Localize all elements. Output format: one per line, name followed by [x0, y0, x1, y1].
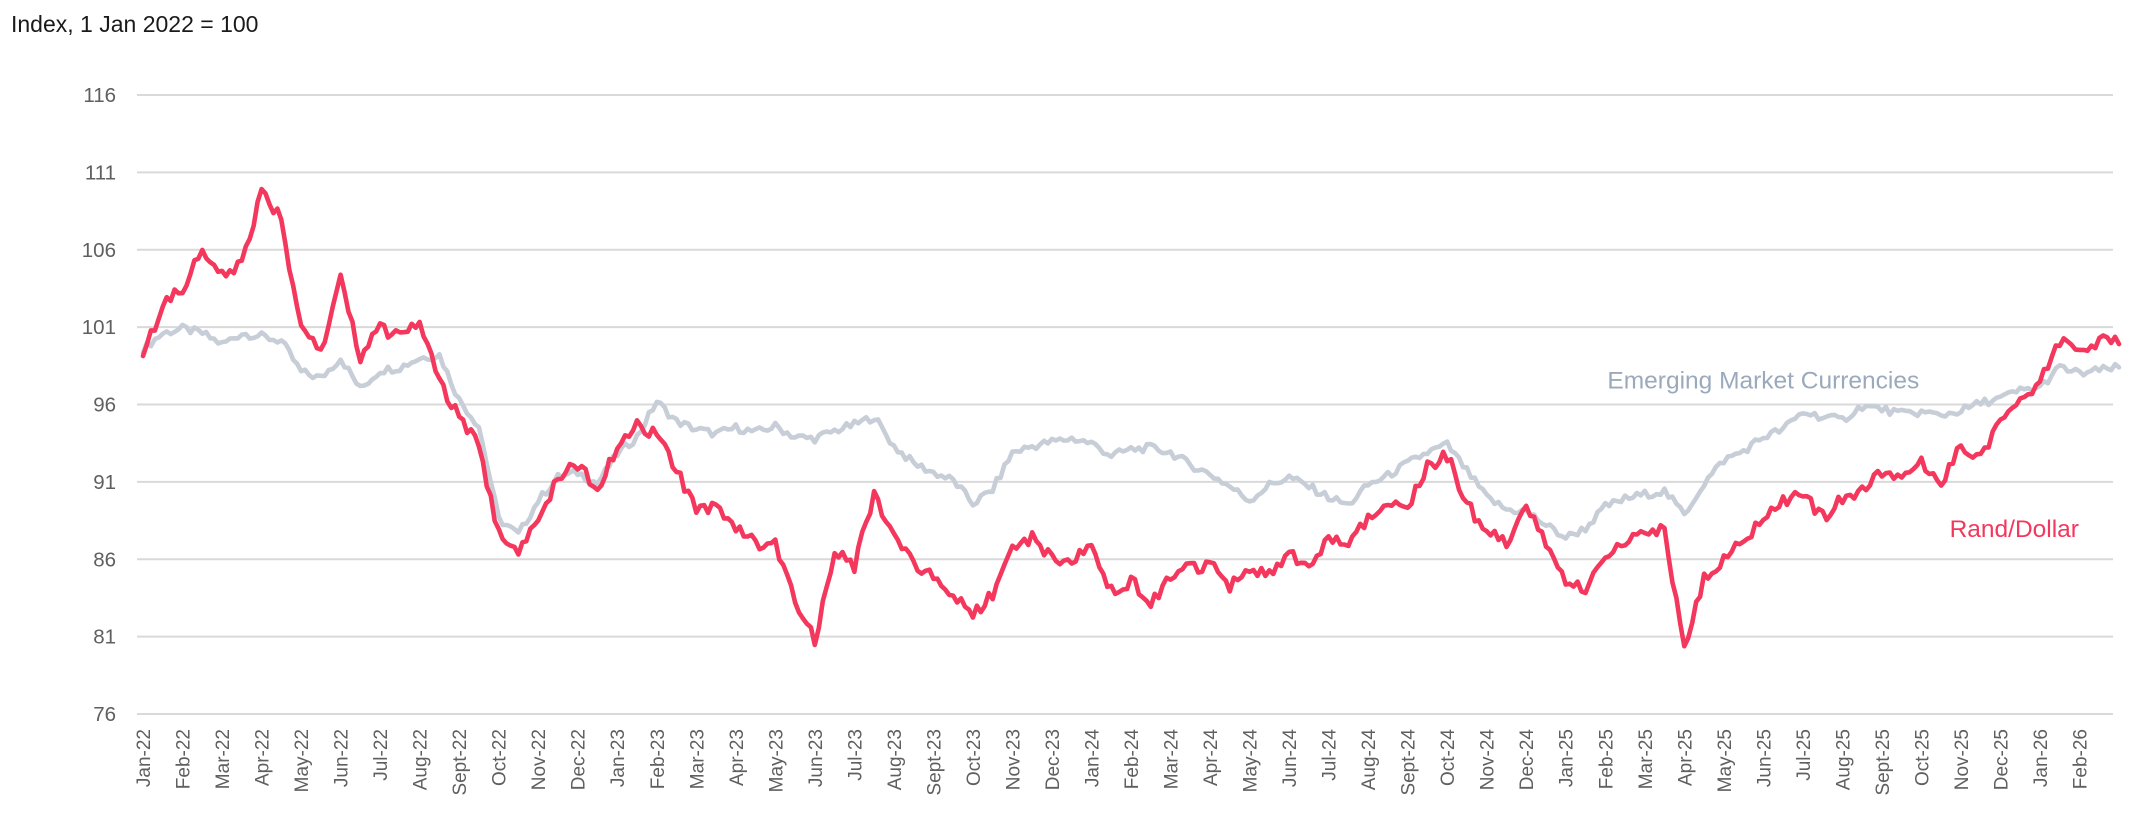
x-tick-label: Mar-22: [213, 729, 234, 789]
x-tick-label: Sept-24: [1399, 729, 1420, 796]
x-tick-label: May-23: [766, 729, 787, 792]
rand-dollar-label: Rand/Dollar: [1950, 516, 2079, 543]
y-tick-label: 96: [93, 394, 116, 417]
x-tick-label: Jun-23: [806, 729, 827, 787]
x-tick-label: Feb-24: [1122, 729, 1143, 790]
x-tick-label: Jan-25: [1557, 729, 1578, 787]
y-tick-label: 76: [93, 703, 116, 726]
x-tick-label: Mar-25: [1636, 729, 1657, 789]
x-tick-label: Aug-24: [1359, 729, 1380, 791]
x-tick-label: Dec-25: [1991, 729, 2012, 790]
emerging-market-currencies-label: Emerging Market Currencies: [1607, 368, 1919, 395]
x-tick-label: Aug-25: [1833, 729, 1854, 790]
x-tick-label: Mar-23: [687, 729, 708, 789]
x-tick-label: Sept-22: [450, 729, 471, 796]
x-tick-label: May-25: [1715, 729, 1736, 792]
y-tick-label: 116: [83, 84, 116, 107]
y-tick-label: 111: [85, 161, 116, 184]
x-tick-label: Dec-24: [1517, 729, 1538, 791]
x-tick-label: Nov-24: [1478, 729, 1499, 791]
x-tick-label: Dec-23: [1043, 729, 1064, 790]
x-tick-label: Oct-23: [964, 729, 985, 786]
x-tick-label: Jul-23: [845, 729, 866, 781]
y-tick-label: 106: [82, 239, 116, 262]
x-tick-label: Oct-22: [490, 729, 511, 786]
x-tick-label: Jul-25: [1794, 729, 1815, 781]
x-tick-label: Aug-22: [411, 729, 432, 790]
x-tick-label: Sept-23: [924, 729, 945, 796]
x-tick-label: Jan-22: [134, 729, 155, 787]
x-tick-label: Oct-25: [1912, 729, 1933, 786]
y-tick-label: 101: [82, 316, 116, 339]
x-tick-label: Jan-24: [1082, 729, 1103, 788]
x-tick-label: May-24: [1241, 729, 1262, 793]
chart-title: Index, 1 Jan 2022 = 100: [11, 11, 259, 37]
x-tick-label: Feb-26: [2071, 729, 2092, 789]
x-tick-label: May-22: [292, 729, 313, 792]
emerging-market-currencies-line: [140, 322, 2122, 541]
x-tick-label: Jun-24: [1280, 729, 1301, 788]
x-tick-label: Aug-23: [885, 729, 906, 790]
x-tick-label: Jan-26: [2031, 729, 2052, 787]
x-tick-label: Sept-25: [1873, 729, 1894, 796]
x-tick-label: Nov-23: [1003, 729, 1024, 790]
y-tick-label: 91: [93, 471, 116, 494]
x-tick-label: Mar-24: [1162, 729, 1183, 790]
x-tick-label: Feb-23: [648, 729, 669, 789]
x-tick-label: Jun-22: [332, 729, 353, 787]
x-tick-label: Jul-22: [371, 729, 392, 781]
x-tick-label: Nov-22: [529, 729, 550, 790]
rand-dollar-line: [140, 186, 2122, 649]
x-tick-label: Apr-25: [1675, 729, 1696, 786]
x-tick-label: Nov-25: [1952, 729, 1973, 790]
x-tick-label: Jun-25: [1754, 729, 1775, 787]
y-tick-label: 86: [93, 548, 116, 571]
x-tick-label: Feb-25: [1596, 729, 1617, 789]
x-tick-label: Apr-24: [1201, 729, 1222, 786]
x-tick-label: Apr-22: [253, 729, 274, 786]
x-tick-label: Dec-22: [569, 729, 590, 790]
x-tick-label: Jul-24: [1320, 729, 1341, 781]
x-tick-label: Oct-24: [1438, 729, 1459, 786]
x-tick-label: Feb-22: [174, 729, 195, 789]
x-tick-label: Jan-23: [608, 729, 629, 787]
y-tick-label: 81: [93, 626, 116, 649]
x-tick-label: Apr-23: [727, 729, 748, 786]
